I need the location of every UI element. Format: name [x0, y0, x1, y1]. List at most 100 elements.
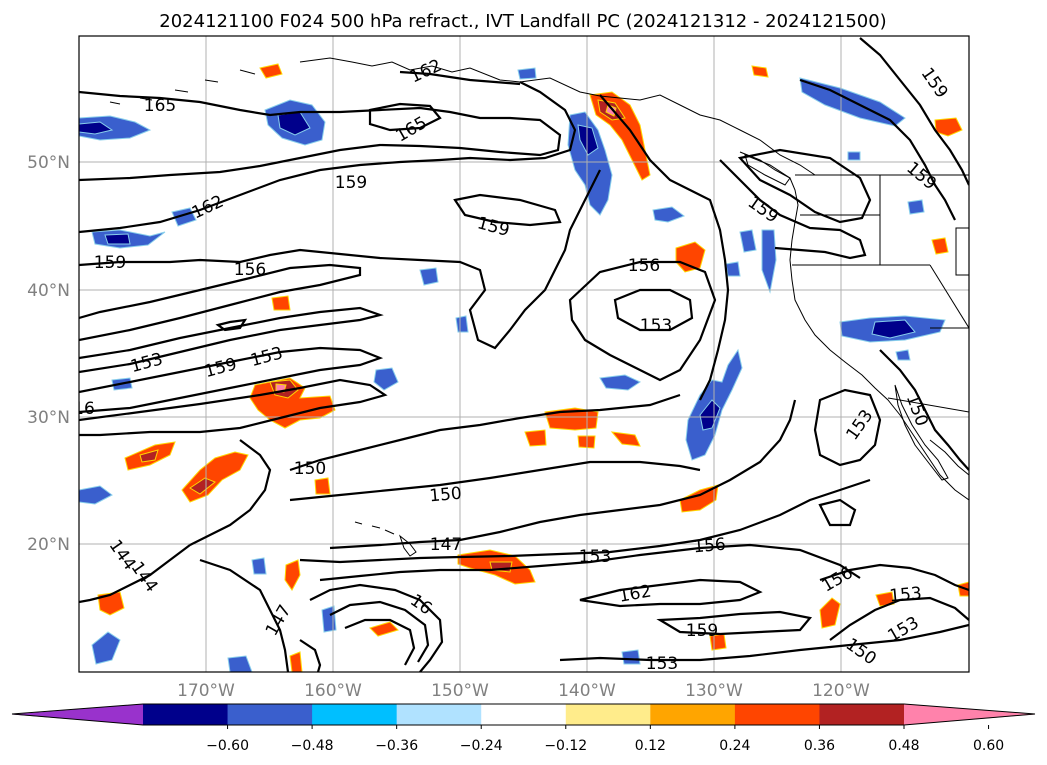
longitude-labels: 170°W 160°W 150°W 140°W 130°W 120°W: [177, 681, 870, 701]
lat-label-40n: 40°N: [27, 281, 70, 301]
colorbar-tick-label: 0.48: [888, 738, 919, 754]
contour-label: 16: [73, 399, 95, 419]
contour-162-upper: [79, 81, 577, 234]
colorbar-tick-label: 0.60: [973, 738, 1004, 754]
contour-label: 156: [628, 256, 660, 276]
us-west-coastline: [789, 239, 969, 501]
contour-label: 153: [889, 584, 923, 607]
colorbar-swatch: [396, 704, 482, 725]
warm-blob: [369, 621, 399, 637]
lon-label-140w: 140°W: [558, 681, 616, 701]
lat-label-50n: 50°N: [27, 153, 70, 173]
contour-159-ne: [799, 78, 956, 221]
colorbar-swatch: [565, 704, 651, 725]
colorbar-swatch: [312, 704, 398, 725]
contour-162-east: [719, 159, 867, 260]
colorbar-swatch: [481, 704, 567, 725]
colorbar-tick-label: −0.48: [291, 738, 334, 754]
contour-156-south: [319, 543, 861, 582]
contour-label: 156: [234, 260, 266, 280]
contour-159-inner: [453, 193, 562, 227]
contour-jet-3: [79, 346, 384, 414]
vancouver-island: [744, 154, 791, 186]
contour-label: 159: [335, 173, 367, 193]
warm-blob: [284, 559, 301, 591]
cool-blob: [91, 631, 121, 665]
lon-label-170w: 170°W: [177, 681, 235, 701]
cool-blob: [455, 315, 469, 333]
warm-blob: [524, 429, 547, 447]
cool-blob: [373, 367, 399, 391]
contour-156-loop: [568, 260, 717, 382]
map-area: 162 165 165 159 159 162 159 159 156 156 …: [73, 35, 970, 673]
contour-162-south: [579, 578, 763, 608]
contour-153-ne-loop: [813, 388, 882, 467]
colorbar-tick-label: 0.24: [719, 738, 750, 754]
cool-blob: [517, 67, 537, 80]
contour-west-low: [199, 558, 290, 672]
contour-label: 159: [686, 621, 718, 641]
latitude-labels: 50°N 40°N 30°N 20°N: [27, 153, 70, 555]
anomaly-fills: [79, 63, 969, 672]
map-title: 2024121100 F024 500 hPa refract., IVT La…: [159, 11, 886, 32]
contour-153-bottom: [559, 623, 969, 662]
colorbar-tick-label: −0.36: [375, 738, 418, 754]
contour-label: 153: [579, 547, 611, 567]
cool-blob: [847, 151, 861, 161]
contour-cyclone-4: [299, 639, 322, 672]
aleutian-islands: [109, 69, 256, 105]
contour-cyclone-1: [309, 583, 444, 672]
warm-blob: [139, 449, 159, 463]
contour-cyclone-2: [329, 600, 430, 663]
cool-blob: [871, 319, 916, 339]
warm-blob: [605, 104, 617, 117]
contour-west-small: [215, 318, 248, 332]
contour-159-south: [656, 610, 813, 636]
colorbar-tick-label: −0.24: [460, 738, 503, 754]
colorbar-swatches: [12, 704, 1035, 725]
colorbar-swatch: [734, 704, 820, 725]
cool-blob: [79, 121, 114, 135]
contour-west-147: [79, 544, 191, 604]
contour-label: 165: [144, 96, 176, 116]
colorbar: −0.60 −0.48 −0.36 −0.24 −0.12 0.12 0.24 0.36 0.4…: [11, 703, 1036, 754]
cool-blob: [621, 649, 641, 665]
colorbar-swatch: [227, 704, 313, 725]
colorbar-outline: [11, 703, 1036, 726]
contour-ne-loop: [737, 148, 872, 224]
lon-label-160w: 160°W: [304, 681, 362, 701]
hawaii-islands: [354, 521, 417, 557]
contour-150-se: [829, 596, 969, 641]
cool-blob: [419, 267, 439, 286]
cool-blob: [739, 229, 757, 253]
contour-150-middle: [289, 460, 701, 502]
contour-159-west: [79, 169, 601, 350]
refractivity-contours: [79, 37, 969, 672]
cool-blob: [251, 557, 267, 575]
us-mexico-border: [887, 397, 969, 413]
contour-labels: 162 165 165 159 159 162 159 159 156 156 …: [73, 56, 952, 672]
cool-blob: [599, 374, 642, 391]
contour-165-loop: [368, 102, 442, 132]
cool-blob: [567, 111, 613, 216]
warm-blob: [610, 431, 641, 447]
warm-blob: [544, 407, 599, 431]
warm-blob: [875, 591, 895, 607]
lon-label-130w: 130°W: [685, 681, 743, 701]
colorbar-extend-low: [12, 704, 143, 725]
contour-153-south: [299, 478, 871, 564]
lat-label-20n: 20°N: [27, 535, 70, 555]
baja-peninsula: [894, 384, 949, 481]
cool-blob: [577, 124, 599, 156]
warm-blob: [675, 241, 706, 273]
alaska-coastline: [299, 57, 816, 176]
map-frame: [78, 35, 970, 673]
warm-blob: [189, 477, 216, 495]
warm-blob: [271, 295, 291, 311]
contour-159-ne-outer: [859, 37, 969, 186]
colorbar-swatch: [650, 704, 736, 725]
contour-162-north: [399, 70, 521, 86]
contour-159-east: [599, 94, 730, 401]
contour-label: 159: [94, 253, 126, 273]
